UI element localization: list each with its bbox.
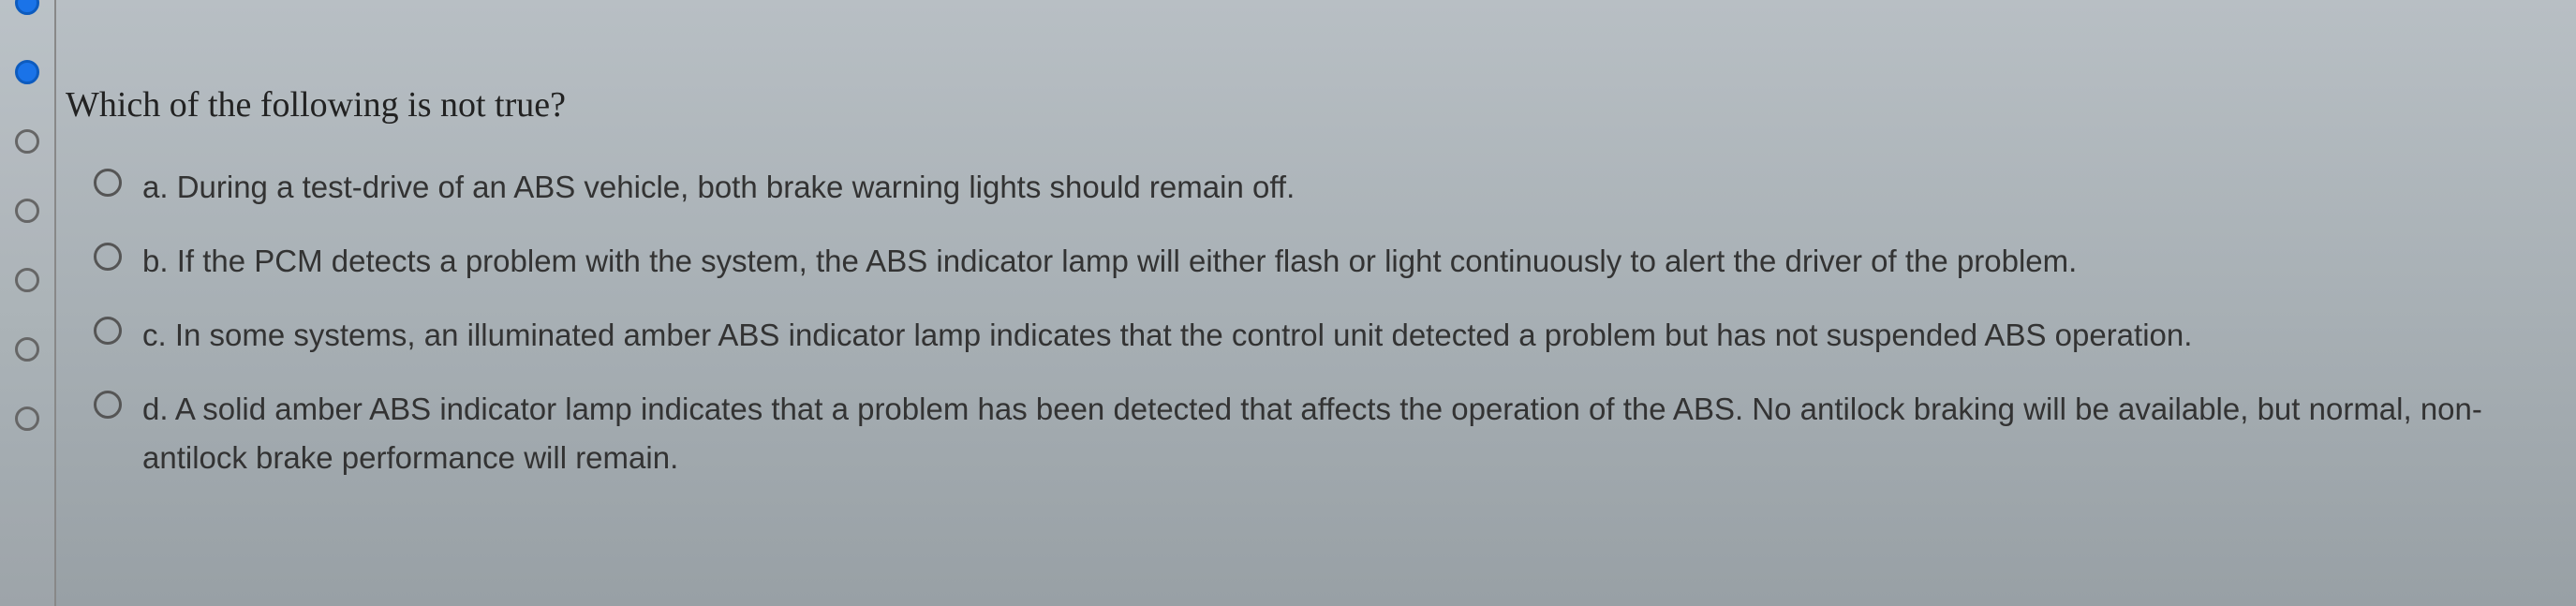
- options-list: a. During a test-drive of an ABS vehicle…: [66, 163, 2557, 481]
- option-a[interactable]: a. During a test-drive of an ABS vehicle…: [94, 163, 2557, 211]
- nav-dot-unanswered[interactable]: [15, 268, 39, 292]
- option-d[interactable]: d. A solid amber ABS indicator lamp indi…: [94, 385, 2557, 480]
- nav-dot-current[interactable]: [15, 0, 39, 15]
- nav-dot-unanswered[interactable]: [15, 129, 39, 154]
- radio-a[interactable]: [94, 169, 122, 197]
- nav-dot-answered[interactable]: [15, 60, 39, 84]
- option-b-text: b. If the PCM detects a problem with the…: [142, 237, 2077, 285]
- nav-dot-unanswered[interactable]: [15, 337, 39, 362]
- question-content: Which of the following is not true? a. D…: [56, 0, 2576, 606]
- option-c-text: c. In some systems, an illuminated amber…: [142, 311, 2192, 359]
- question-prompt: Which of the following is not true?: [66, 84, 2557, 126]
- nav-dot-unanswered[interactable]: [15, 406, 39, 431]
- option-a-text: a. During a test-drive of an ABS vehicle…: [142, 163, 1295, 211]
- option-b[interactable]: b. If the PCM detects a problem with the…: [94, 237, 2557, 285]
- radio-b[interactable]: [94, 243, 122, 271]
- option-d-text: d. A solid amber ABS indicator lamp indi…: [142, 385, 2557, 480]
- radio-c[interactable]: [94, 317, 122, 345]
- question-nav-rail: [0, 0, 56, 606]
- radio-d[interactable]: [94, 391, 122, 419]
- nav-dot-unanswered[interactable]: [15, 199, 39, 223]
- option-c[interactable]: c. In some systems, an illuminated amber…: [94, 311, 2557, 359]
